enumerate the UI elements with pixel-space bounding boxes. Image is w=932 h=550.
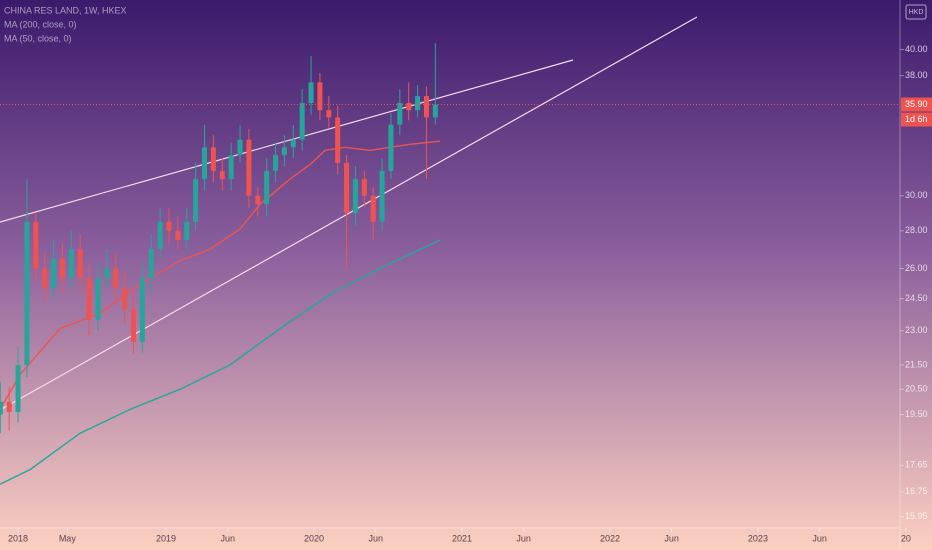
trend-line [0,59,574,223]
candle-body [104,268,110,279]
candle-body [255,195,261,205]
y-tick-label: 17.65 [905,460,928,470]
last-price-box [901,97,932,112]
x-tick-label: 2018 [8,533,28,543]
candle-body [290,139,296,148]
candle-body [139,278,145,342]
candle-body [210,147,216,171]
candle-body [184,221,190,240]
countdown-label: 1d 6h [905,114,928,124]
y-tick-label: 21.50 [905,359,928,369]
candle-body [113,268,119,289]
y-tick-label: 24.50 [905,293,928,303]
candle-body [33,221,39,269]
candle-body [317,82,323,111]
trend-line [0,16,698,411]
candle-body [15,365,21,413]
y-tick-label: 15.95 [905,511,928,521]
candle-body [415,96,421,111]
candle-body [264,170,270,205]
candle-body [397,103,403,125]
candle-body [308,82,314,104]
candle-body [130,309,136,342]
chart-title: CHINA RES LAND, 1W, HKEX [4,5,127,15]
candle-body [86,278,92,320]
x-tick-label: 2019 [156,533,176,543]
currency-label: HKD [909,9,924,16]
x-tick-label: Jun [368,533,383,543]
candle-body [0,401,3,415]
candle-body [157,221,163,250]
candle-body [406,103,412,111]
candle-body [299,103,305,140]
candle-body [237,139,243,156]
currency-badge[interactable] [905,4,927,20]
candle-body [326,110,332,118]
candle-body [228,155,234,180]
ma-line [0,239,441,485]
y-tick-label: 30.00 [905,190,928,200]
candle-body [344,162,350,213]
x-tick-label: Jun [812,533,827,543]
last-price-label: 35.90 [905,99,928,109]
x-tick-label: May [59,533,77,543]
candle-body [273,155,279,171]
legend-entry: MA (200, close, 0) [4,19,77,29]
candle-body [95,278,101,320]
candle-body [361,179,367,196]
candle-body [68,249,74,279]
candle-body [379,170,385,222]
x-tick-label: Jun [664,533,679,543]
candle-body [148,249,154,279]
candle-body [202,147,208,180]
candle-body [335,117,341,163]
candle-body [122,288,128,310]
candle-body [77,249,83,279]
candle-body [432,104,438,118]
candle-body [51,258,57,289]
y-tick-label: 19.50 [905,409,928,419]
candle-body [352,179,358,213]
candle-body [175,230,181,240]
y-tick-label: 20.50 [905,384,928,394]
y-tick-label: 40.00 [905,44,928,54]
x-tick-label: 2023 [748,533,768,543]
x-tick-label: 2021 [452,533,472,543]
candle-body [423,96,429,118]
x-tick-label: Jun [220,533,235,543]
y-tick-label: 26.00 [905,263,928,273]
y-tick-label: 28.00 [905,225,928,235]
candle-body [166,221,172,231]
candle-body [24,221,30,366]
x-tick-label: Jun [516,533,531,543]
candle-body [281,147,287,156]
candle-body [42,268,48,289]
candle-body [388,124,394,171]
candle-body [59,258,65,279]
candle-body [370,195,376,222]
x-tick-label: 2022 [600,533,620,543]
x-tick-label: 2020 [304,533,324,543]
x-tick-label: 20 [901,533,911,543]
countdown-box [901,112,932,127]
y-tick-label: 16.75 [905,486,928,496]
candle-body [6,401,12,413]
candle-body [246,139,252,196]
candle-body [193,179,199,222]
plot [0,43,441,485]
y-tick-label: 23.00 [905,325,928,335]
legend-entry: MA (50, close, 0) [4,33,72,43]
candle-body [219,170,225,180]
y-tick-label: 38.00 [905,70,928,80]
